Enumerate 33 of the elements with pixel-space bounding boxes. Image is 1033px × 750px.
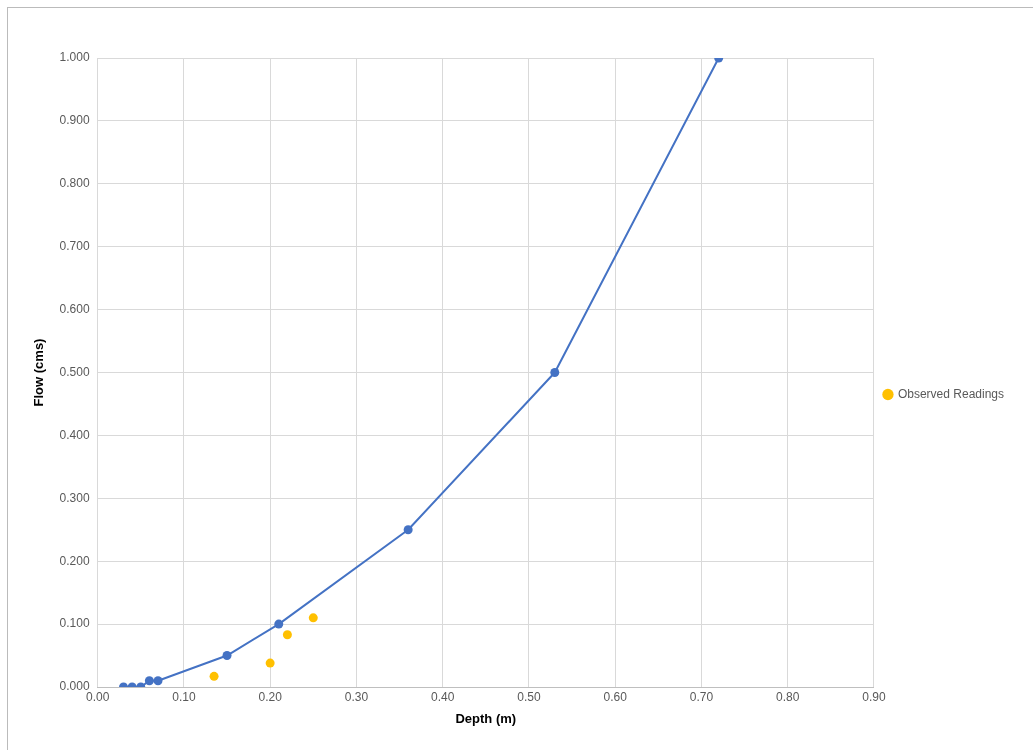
point <box>265 658 275 668</box>
point <box>222 651 232 661</box>
y-tick-label: 0.900 <box>59 113 90 128</box>
point <box>550 368 560 377</box>
y-axis-title: Flow (cms) <box>31 338 47 407</box>
y-tick-label: 1.000 <box>59 50 90 65</box>
point <box>144 676 154 686</box>
x-axis-title: Depth (m) <box>455 710 517 726</box>
y-tick-label: 0.600 <box>59 301 90 316</box>
x-tick-label: 0.30 <box>344 689 369 704</box>
point <box>153 676 163 686</box>
point <box>274 619 284 629</box>
x-tick-label: 0.90 <box>862 689 886 704</box>
y-tick-label: 0.500 <box>59 364 90 379</box>
y-tick-label: 0.300 <box>59 490 90 505</box>
y-tick-label: 0.800 <box>59 176 90 191</box>
legend-label: Observed Readings <box>897 386 1004 401</box>
x-tick-label: 0.60 <box>603 689 628 704</box>
x-tick-label: 0.10 <box>172 689 196 704</box>
y-tick-label: 0.700 <box>59 239 90 254</box>
x-tick-label: 0.80 <box>776 689 800 704</box>
point <box>403 525 413 535</box>
point <box>282 630 292 640</box>
x-tick-label: 0.20 <box>258 689 283 704</box>
point <box>209 671 219 681</box>
x-tick-label: 0.50 <box>517 689 541 704</box>
point <box>308 613 318 623</box>
x-tick-label: 0.70 <box>689 689 714 704</box>
y-tick-label: 0.400 <box>59 427 90 442</box>
y-tick-label: 0.100 <box>59 616 90 631</box>
y-tick-label: 0.200 <box>59 553 90 568</box>
x-tick-label: 0.00 <box>85 689 110 704</box>
x-tick-label: 0.40 <box>430 689 455 704</box>
